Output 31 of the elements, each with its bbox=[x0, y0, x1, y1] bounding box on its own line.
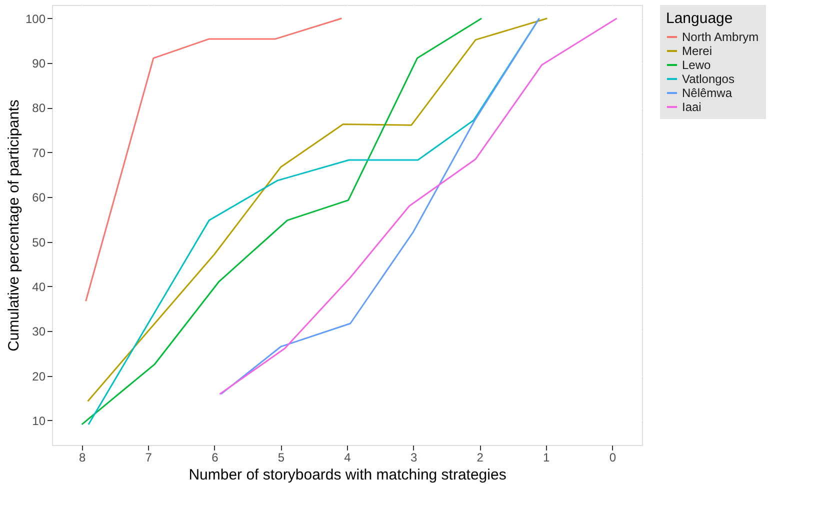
y-tick-label: 10 bbox=[32, 414, 46, 428]
legend-label: Nêlêmwa bbox=[682, 86, 732, 100]
legend-title: Language bbox=[666, 10, 733, 27]
x-tick-label: 1 bbox=[543, 450, 550, 464]
legend-label: North Ambrym bbox=[682, 30, 759, 44]
legend-label: Merei bbox=[682, 44, 712, 58]
x-axis-title: Number of storyboards with matching strategies bbox=[188, 466, 506, 484]
x-tick-label: 7 bbox=[145, 450, 152, 464]
x-tick-label: 5 bbox=[278, 450, 285, 464]
x-tick-label: 4 bbox=[344, 450, 352, 464]
y-tick-label: 30 bbox=[32, 324, 46, 339]
y-tick-label: 90 bbox=[32, 56, 46, 71]
y-tick-label: 60 bbox=[32, 190, 46, 205]
y-tick-label: 70 bbox=[32, 146, 46, 160]
x-tick-label: 6 bbox=[212, 450, 219, 464]
x-tick-label: 3 bbox=[410, 450, 418, 464]
y-tick-label: 100 bbox=[25, 12, 46, 26]
legend-label: Lewo bbox=[682, 58, 712, 72]
x-tick-label: 2 bbox=[476, 450, 484, 464]
x-tick-label: 8 bbox=[78, 450, 86, 464]
line-series bbox=[218, 18, 618, 395]
x-tick-label: 0 bbox=[609, 450, 616, 464]
line-series bbox=[220, 18, 540, 395]
y-tick-label: 40 bbox=[32, 280, 46, 294]
y-axis-title: Cumulative percentage of participants bbox=[5, 100, 22, 352]
y-tick-label: 80 bbox=[32, 101, 46, 116]
y-tick-label: 50 bbox=[32, 235, 46, 250]
y-tick-label: 20 bbox=[32, 369, 46, 384]
legend-label: Iaai bbox=[682, 100, 702, 114]
line-series bbox=[85, 18, 342, 302]
legend-label: Vatlongos bbox=[682, 72, 734, 86]
